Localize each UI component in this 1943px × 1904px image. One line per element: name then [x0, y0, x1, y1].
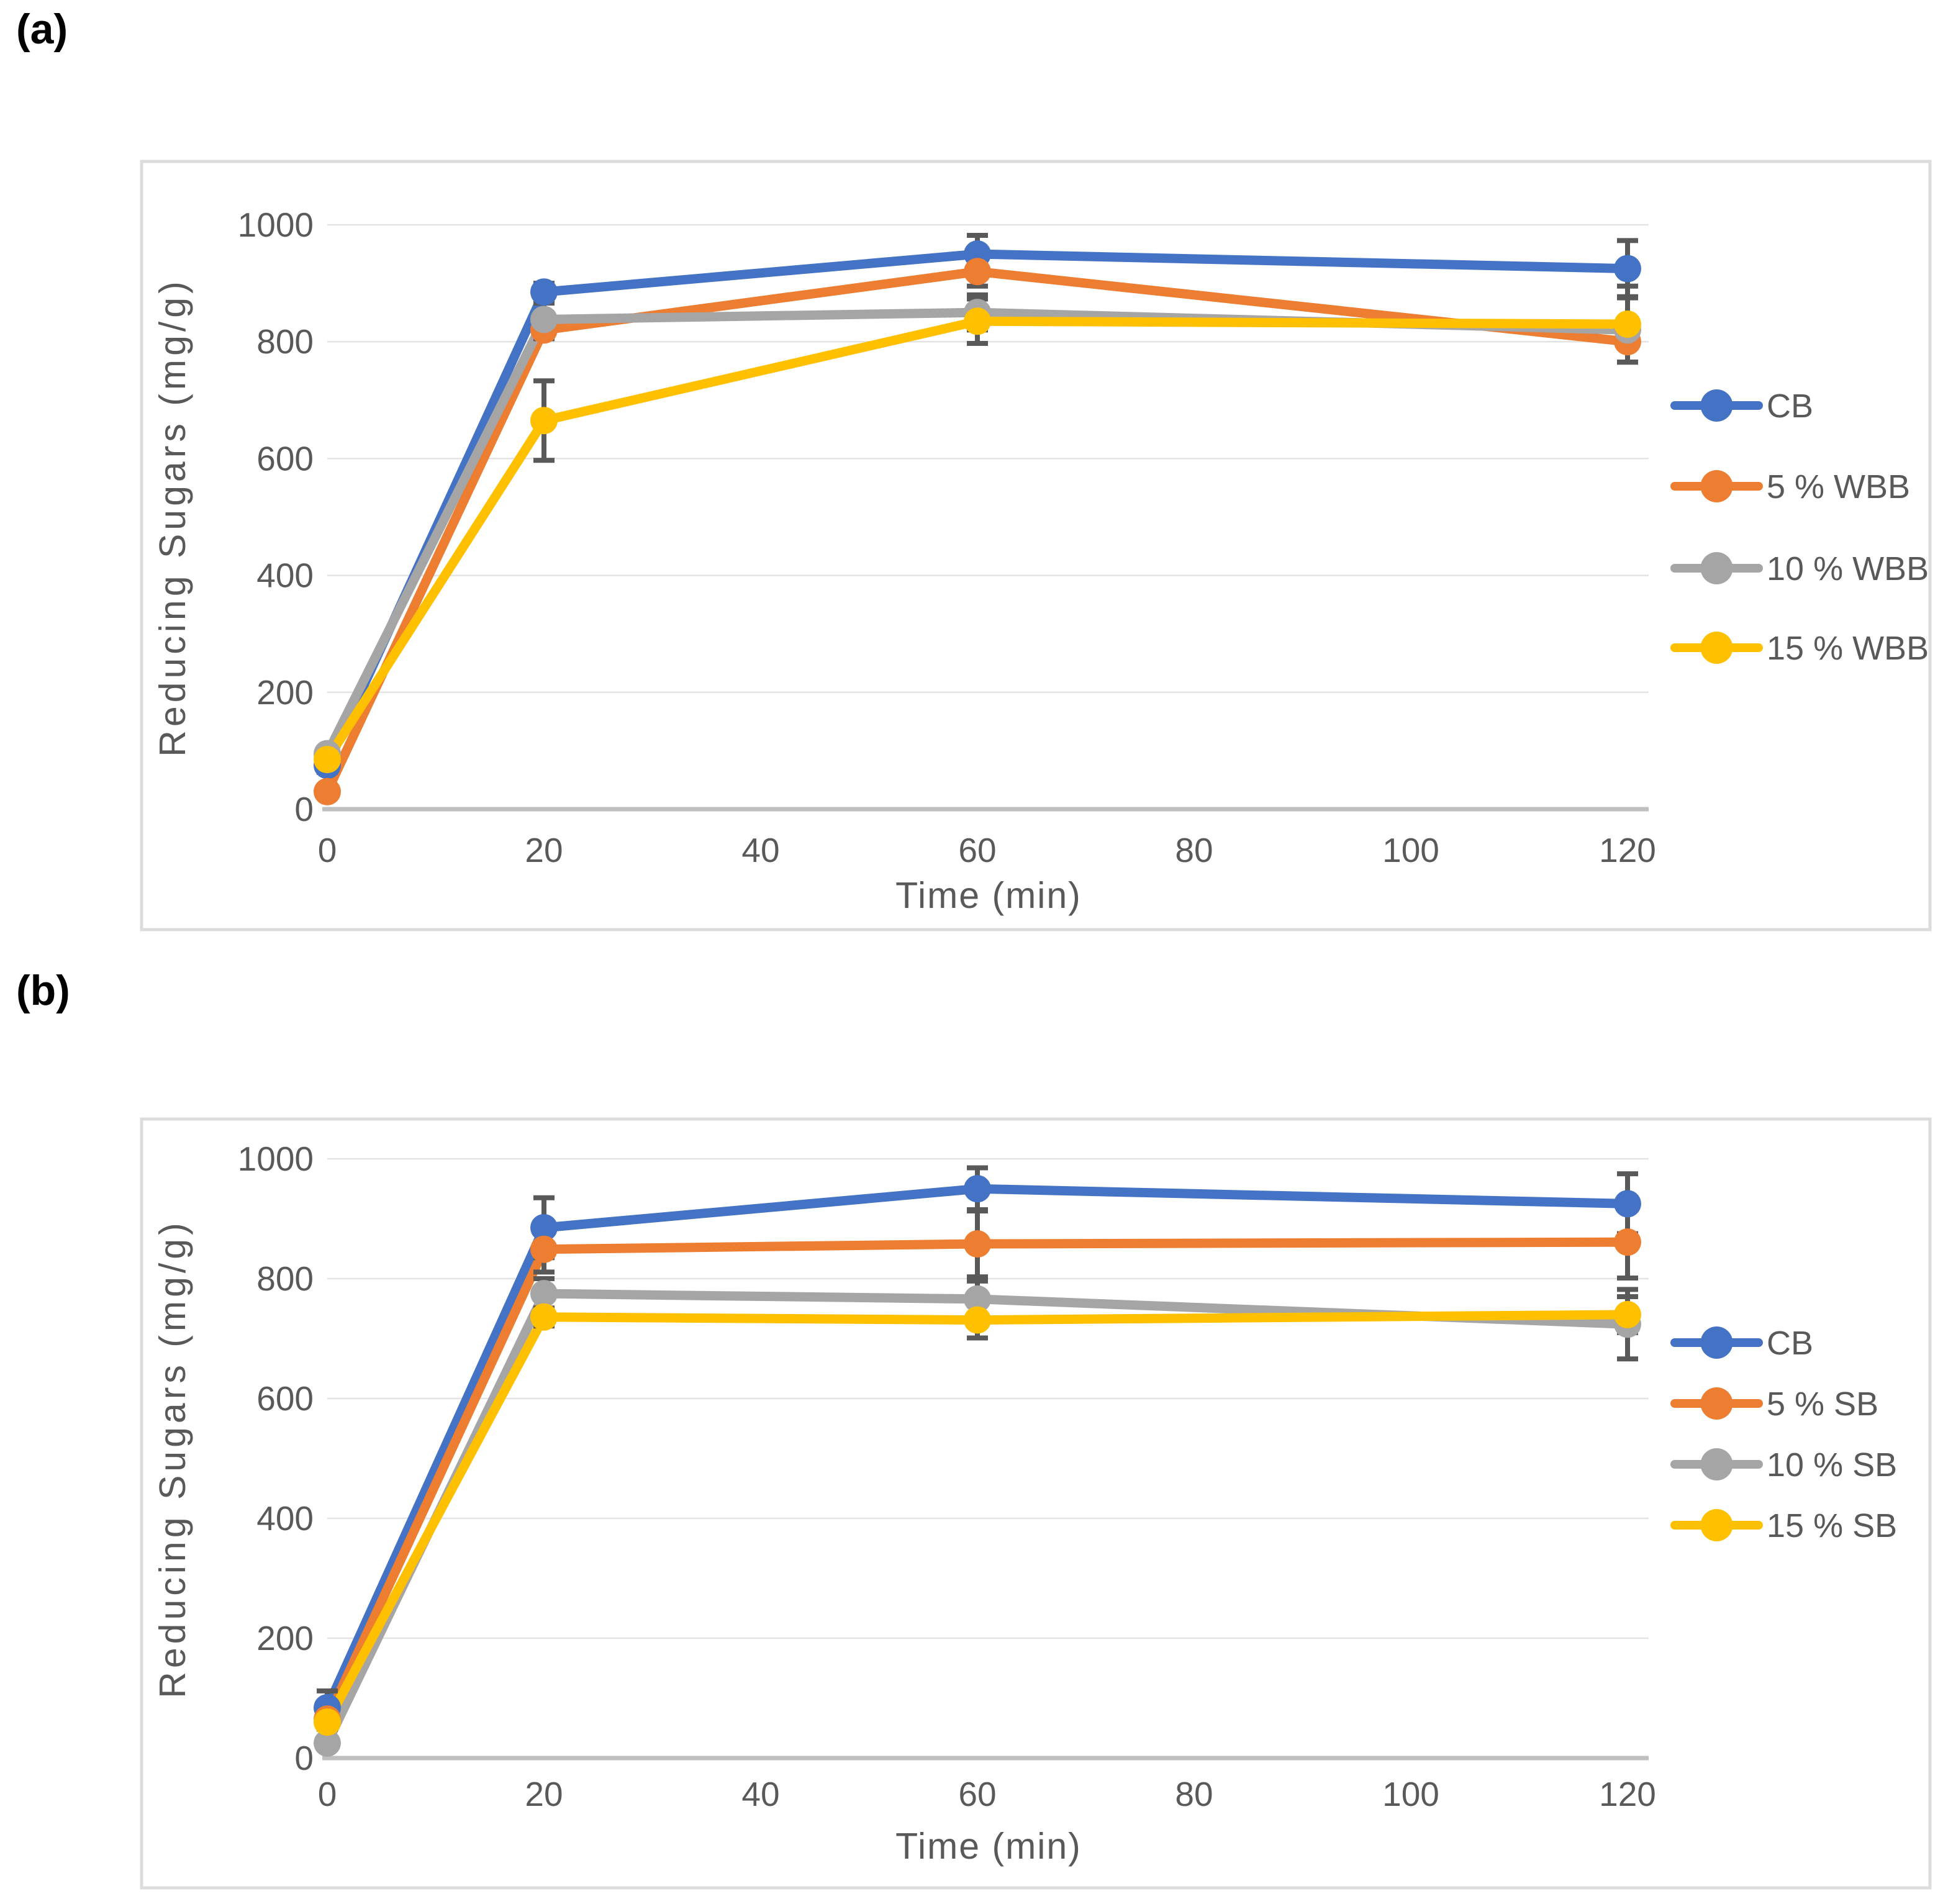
data-point-10 % WBB-t20: [530, 306, 558, 333]
y-tick-label: 1000: [238, 1140, 314, 1178]
x-tick-label: 80: [1175, 1775, 1213, 1813]
legend-label: 15 % WBB: [1767, 630, 1929, 667]
y-tick-label: 600: [256, 1379, 314, 1418]
legend: CB 5 % SB 10 % SB 15 % SB: [1670, 1325, 1897, 1544]
y-tick-label: 600: [256, 439, 314, 478]
legend-item-5 % SB: 5 % SB: [1670, 1385, 1878, 1423]
legend-label: CB: [1767, 388, 1813, 425]
series-line-15 % WBB: [322, 316, 1633, 764]
x-tick-label: 40: [741, 1775, 779, 1813]
data-point-15 % WBB-t0: [314, 746, 341, 774]
legend-label: 15 % SB: [1767, 1507, 1897, 1544]
legend-label: 5 % SB: [1767, 1385, 1878, 1423]
x-tick-label: 60: [958, 1775, 996, 1813]
data-point-5 % SB-t60: [964, 1230, 991, 1258]
data-point-5 % SB-t120: [1614, 1228, 1641, 1256]
legend-marker: [1700, 1326, 1733, 1359]
x-tick-label: 100: [1382, 1775, 1439, 1813]
y-tick-label: 0: [294, 1739, 314, 1777]
y-tick-label: 1000: [238, 206, 314, 244]
legend-label: 5 % WBB: [1767, 468, 1910, 505]
x-tick-label: 60: [958, 831, 996, 869]
series-line-CB: [322, 1184, 1633, 1713]
x-tick-label: 40: [741, 831, 779, 869]
data-point-5 % WBB-t60: [964, 258, 991, 286]
y-tick-label: 800: [256, 1259, 314, 1298]
x-axis-title: Time (min): [895, 875, 1082, 916]
y-tick-label: 800: [256, 322, 314, 361]
legend-item-10 % WBB: 10 % WBB: [1670, 550, 1929, 587]
panel-border: [140, 1117, 1932, 1890]
data-point-10 % SB-t0: [314, 1729, 341, 1757]
x-tick-label: 120: [1599, 1775, 1656, 1813]
legend-item-10 % SB: 10 % SB: [1670, 1446, 1897, 1484]
series-line-5 % SB: [322, 1237, 1633, 1724]
x-tick-label: 20: [525, 1775, 563, 1813]
data-point-5 % SB-t20: [530, 1235, 558, 1263]
data-point-15 % SB-t60: [964, 1306, 991, 1334]
legend-marker: [1700, 1509, 1733, 1541]
x-tick-label: 100: [1382, 831, 1439, 869]
y-axis-title: Reducing Sugars (mg/g): [152, 1219, 193, 1698]
data-point-CB-t120: [1614, 1190, 1641, 1218]
legend-marker: [1700, 1448, 1733, 1480]
x-tick-label: 80: [1175, 831, 1213, 869]
x-tick-label: 20: [525, 831, 563, 869]
y-tick-label: 200: [256, 673, 314, 712]
data-point-CB-t20: [530, 278, 558, 306]
x-tick-label: 0: [318, 1775, 337, 1813]
legend-label: 10 % WBB: [1767, 550, 1929, 587]
legend-label: 10 % SB: [1767, 1446, 1897, 1484]
y-tick-label: 200: [256, 1619, 314, 1657]
data-point-15 % WBB-t20: [530, 407, 558, 435]
data-point-15 % SB-t120: [1614, 1300, 1641, 1328]
data-point-15 % WBB-t120: [1614, 310, 1641, 338]
legend: CB 5 % WBB 10 % WBB 15 % WBB: [1670, 388, 1929, 667]
data-point-CB-t20: [530, 1213, 558, 1241]
legend-item-15 % WBB: 15 % WBB: [1670, 630, 1929, 667]
series-line-5 % WBB: [322, 266, 1633, 797]
legend-marker: [1700, 470, 1733, 502]
legend-item-5 % WBB: 5 % WBB: [1670, 468, 1910, 505]
x-tick-label: 0: [318, 831, 337, 869]
legend-label: CB: [1767, 1325, 1813, 1362]
data-point-CB-t60: [964, 1175, 991, 1203]
data-point-15 % SB-t20: [530, 1303, 558, 1331]
legend-marker: [1700, 632, 1733, 664]
y-tick-label: 0: [294, 790, 314, 828]
series-line-15 % SB: [322, 1310, 1633, 1727]
legend-item-CB: CB: [1670, 1325, 1813, 1362]
y-axis-title: Reducing Sugars (mg/g): [152, 278, 193, 756]
chart-panel-a: 0 200 400 600 800 1000 0 20 40 60 80 100 120 Time (mi…: [140, 160, 1932, 932]
legend-item-15 % SB: 15 % SB: [1670, 1507, 1897, 1544]
data-point-15 % SB-t0: [314, 1708, 341, 1736]
y-tick-label: 400: [256, 556, 314, 595]
legend-marker: [1700, 552, 1733, 584]
panel-a-label: (a): [16, 6, 68, 53]
x-axis-title: Time (min): [895, 1826, 1082, 1867]
legend-marker: [1700, 389, 1733, 422]
panel-border: [140, 160, 1932, 932]
x-tick-label: 120: [1599, 831, 1656, 869]
data-point-CB-t120: [1614, 255, 1641, 283]
data-point-15 % WBB-t60: [964, 307, 991, 335]
y-tick-label: 400: [256, 1499, 314, 1538]
panel-b-label: (b): [16, 967, 70, 1014]
data-point-10 % SB-t60: [964, 1285, 991, 1313]
legend-marker: [1700, 1387, 1733, 1420]
legend-item-CB: CB: [1670, 388, 1813, 425]
chart-panel-b: 0 200 400 600 800 1000 0 20 40 60 80 100 120 Time (mi…: [140, 1117, 1932, 1890]
data-point-10 % SB-t20: [530, 1280, 558, 1308]
data-point-5 % WBB-t0: [314, 777, 341, 805]
